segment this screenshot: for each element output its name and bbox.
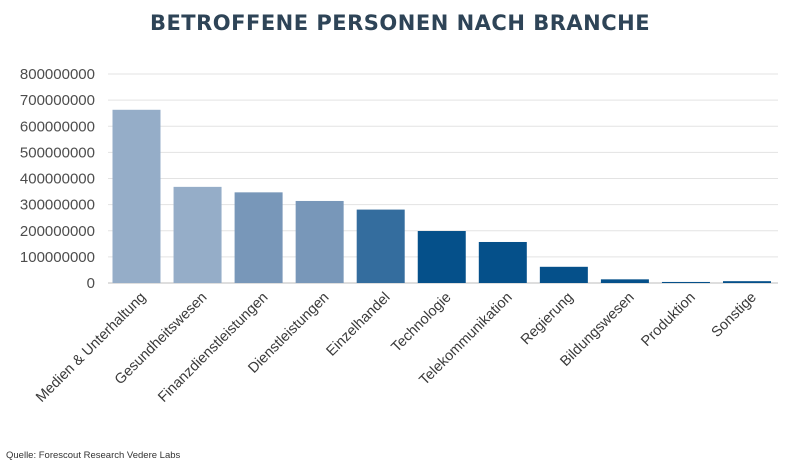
x-tick-label: Technologie	[389, 290, 455, 356]
bar	[600, 279, 649, 283]
x-tick-label: Sonstige	[709, 290, 760, 341]
y-tick-label: 600000000	[20, 118, 95, 135]
x-tick-label: Produktion	[638, 290, 698, 350]
y-tick-label: 0	[87, 275, 95, 292]
chart-title: BETROFFENE PERSONEN NACH BRANCHE	[149, 11, 651, 35]
y-tick-label: 300000000	[20, 197, 95, 214]
source-note: Quelle: Forescout Research Vedere Labs	[6, 450, 181, 461]
bars	[112, 109, 771, 283]
bar	[661, 281, 710, 283]
bar	[112, 109, 161, 283]
bar	[723, 281, 771, 283]
x-axis-ticks: Medien & UnterhaltungGesundheitswesenFin…	[33, 290, 760, 406]
y-tick-label: 700000000	[20, 92, 95, 109]
x-tick-label: Regierung	[518, 290, 577, 349]
bar	[539, 266, 588, 283]
bar	[173, 186, 222, 283]
y-tick-label: 400000000	[20, 171, 95, 188]
x-tick-label: Medien & Unterhaltung	[33, 290, 149, 406]
bar	[417, 231, 466, 283]
y-tick-label: 500000000	[20, 144, 95, 161]
bar	[356, 209, 405, 283]
bar	[478, 241, 527, 283]
y-tick-label: 200000000	[20, 223, 95, 240]
x-tick-label: Einzelhandel	[323, 290, 393, 360]
bar	[234, 192, 283, 283]
bar	[295, 200, 344, 283]
y-tick-label: 100000000	[20, 249, 95, 266]
y-axis-ticks: 0 100000000 200000000 300000000 400000000 500…	[20, 66, 95, 292]
y-tick-label: 800000000	[20, 66, 95, 83]
x-tick-label: Finanzdienstleistungen	[155, 290, 271, 406]
